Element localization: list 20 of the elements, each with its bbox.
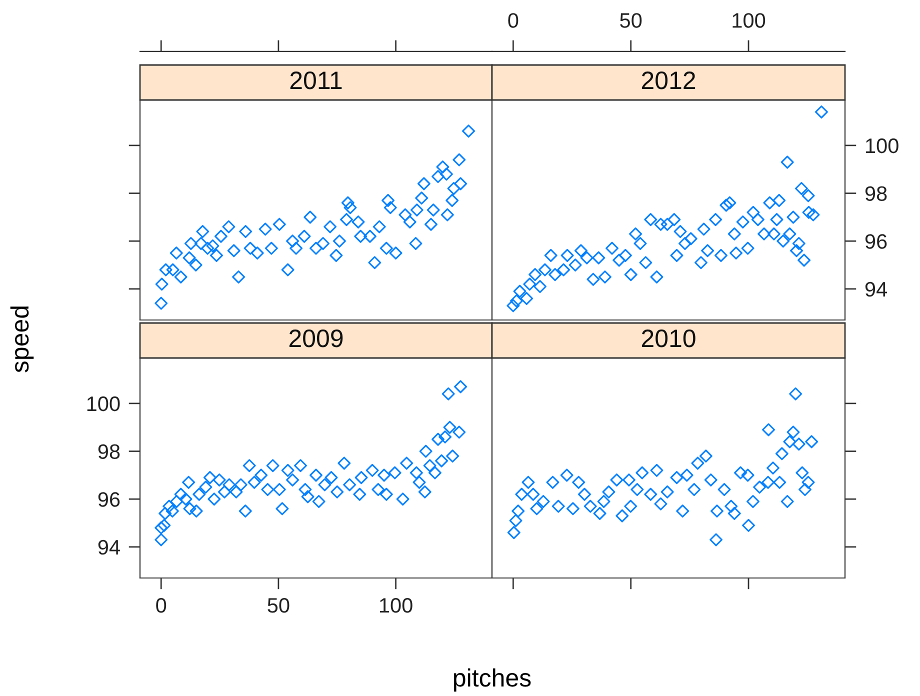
y-axis-title: speed (10, 306, 34, 372)
x-tick-label: 100 (732, 13, 766, 28)
x-tick-label: 0 (156, 598, 166, 613)
x-tick-label: 50 (620, 13, 642, 28)
chart-title: 2011 (290, 72, 342, 90)
x-tick-label: 50 (268, 598, 290, 613)
x-tick-label: 100 (380, 598, 412, 613)
y-tick-label: 100 (87, 396, 120, 412)
chart-title: 2010 (642, 330, 696, 348)
y-tick-label: 98 (98, 444, 120, 460)
y-tick-label: 100 (866, 138, 898, 154)
x-tick-label: 0 (508, 13, 518, 28)
chart-title: 2009 (289, 330, 343, 348)
y-tick-label: 94 (865, 282, 888, 297)
x-axis-title: pitches (454, 668, 531, 692)
y-tick-label: 96 (865, 234, 887, 249)
chart-title: 2012 (642, 72, 696, 90)
y-tick-label: 94 (98, 540, 120, 555)
y-tick-label: 96 (98, 492, 120, 507)
y-tick-label: 98 (865, 186, 887, 202)
